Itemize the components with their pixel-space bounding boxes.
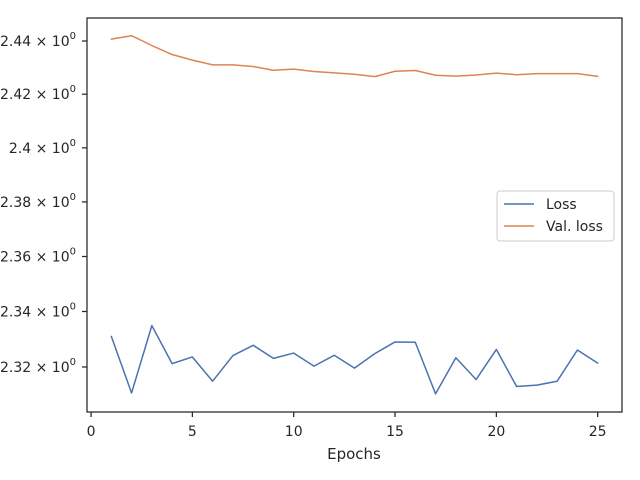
data-point [211, 63, 215, 67]
data-point [515, 385, 519, 389]
data-point [150, 324, 154, 328]
data-point [373, 352, 377, 356]
plot-area [109, 34, 600, 396]
data-point [292, 67, 296, 71]
data-point [474, 73, 478, 77]
y-tick-label: 2.44 × 100 [0, 31, 76, 50]
legend: Loss Val. loss [496, 190, 615, 242]
data-point [251, 343, 255, 347]
data-point [454, 74, 458, 78]
data-point [515, 73, 519, 77]
data-point [271, 68, 275, 72]
data-point [190, 355, 194, 359]
data-point [231, 354, 235, 358]
data-point [130, 34, 134, 38]
y-tick-label: 2.36 × 100 [0, 246, 76, 265]
data-point [575, 72, 579, 76]
data-point [312, 364, 316, 368]
data-point [434, 73, 438, 77]
legend-label-loss: Loss [546, 197, 577, 213]
data-point [109, 334, 113, 338]
data-point [231, 63, 235, 67]
x-tick-label: 15 [386, 424, 404, 440]
data-point [312, 70, 316, 74]
data-point [130, 391, 134, 395]
data-point [413, 68, 417, 72]
data-point [353, 72, 357, 76]
legend-label-val-loss: Val. loss [546, 219, 603, 235]
data-point [596, 74, 600, 78]
y-tick-label: 2.4 × 100 [9, 138, 76, 157]
x-tick-label: 5 [188, 424, 197, 440]
data-point [555, 72, 559, 76]
data-point [494, 347, 498, 351]
data-point [170, 53, 174, 57]
data-point [271, 356, 275, 360]
x-tick-label: 0 [87, 424, 96, 440]
data-point [150, 44, 154, 48]
series-line-val-loss [110, 34, 599, 78]
y-tick-label: 2.42 × 100 [0, 84, 76, 103]
data-point [575, 348, 579, 352]
series-line-loss [110, 324, 599, 395]
data-point [393, 69, 397, 73]
x-tick-label: 10 [285, 424, 303, 440]
data-point [474, 378, 478, 382]
y-tick-label: 2.32 × 100 [0, 357, 76, 376]
data-point [292, 351, 296, 355]
data-point [454, 356, 458, 360]
data-point [332, 71, 336, 75]
data-point [170, 362, 174, 366]
axes: 0 5 10 15 20 25 2.32 × 100 2.34 × 100 2.36 × 100… [0, 17, 623, 440]
data-point [373, 75, 377, 79]
data-point [555, 379, 559, 383]
data-point [109, 37, 113, 41]
y-tick-label: 2.38 × 100 [0, 192, 76, 211]
data-point [393, 340, 397, 344]
data-point [535, 72, 539, 76]
data-point [190, 58, 194, 62]
x-tick-label: 25 [589, 424, 607, 440]
data-point [332, 353, 336, 357]
y-tick-label: 2.34 × 100 [0, 302, 76, 321]
x-axis-label: Epochs [327, 445, 381, 463]
x-tick-label: 20 [487, 424, 505, 440]
axes-frame [86, 17, 623, 413]
data-point [353, 366, 357, 370]
data-point [434, 392, 438, 396]
data-point [596, 361, 600, 365]
data-point [494, 71, 498, 75]
data-point [211, 379, 215, 383]
data-point [413, 340, 417, 344]
data-point [535, 383, 539, 387]
data-point [251, 64, 255, 68]
